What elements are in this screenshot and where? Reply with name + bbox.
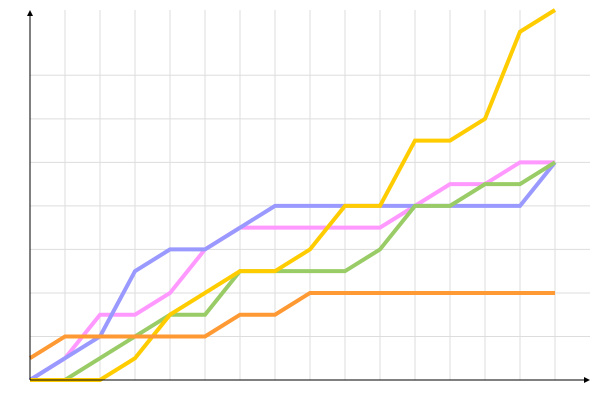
axes <box>27 10 590 383</box>
series-line-2 <box>28 161 557 382</box>
series-lines <box>28 8 557 382</box>
series-line-3 <box>30 160 557 382</box>
series-line-1 <box>28 160 555 382</box>
series-line-5 <box>28 290 555 360</box>
y-axis-arrow <box>27 10 33 16</box>
x-axis-arrow <box>584 377 590 383</box>
series-line-4 <box>30 8 557 382</box>
